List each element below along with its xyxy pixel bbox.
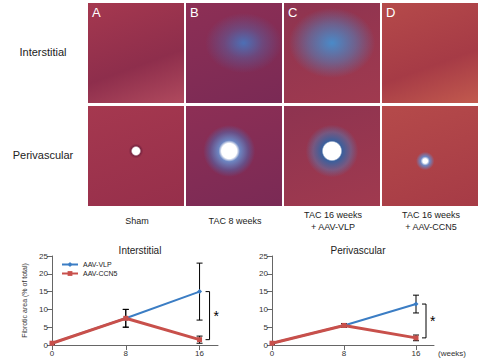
html-text:D: D (386, 5, 396, 20)
html-text:B: B (190, 5, 199, 20)
html-text:Interstitial: Interstitial (19, 46, 67, 58)
svg-text:Perivascular: Perivascular (330, 245, 386, 256)
svg-text:AAV-VLP: AAV-VLP (83, 261, 112, 268)
svg-text:(weeks): (weeks) (438, 349, 466, 358)
svg-text:15: 15 (259, 287, 268, 296)
svg-text:8: 8 (342, 349, 347, 358)
svg-text:10: 10 (39, 305, 48, 314)
svg-text:Interstitial: Interstitial (119, 245, 162, 256)
svg-text:5: 5 (44, 323, 49, 332)
svg-text:16: 16 (195, 349, 204, 358)
svg-text:20: 20 (39, 269, 48, 278)
svg-text:8: 8 (124, 349, 129, 358)
svg-text:0: 0 (44, 341, 49, 350)
html-text:C: C (288, 5, 298, 20)
svg-text:*: * (214, 308, 220, 324)
svg-text:16: 16 (412, 349, 421, 358)
svg-text:0: 0 (50, 349, 55, 358)
html-text:+ AAV-VLP: + AAV-VLP (310, 222, 356, 232)
svg-text:15: 15 (39, 287, 48, 296)
html-text:Perivascular: Perivascular (12, 149, 74, 161)
svg-text:*: * (430, 313, 436, 329)
svg-text:10: 10 (259, 305, 268, 314)
svg-text:20: 20 (259, 269, 268, 278)
svg-text:0: 0 (264, 341, 269, 350)
html-text:TAC 16 weeks: TAC 16 weeks (402, 210, 460, 220)
html-text:A: A (92, 5, 101, 20)
svg-text:25: 25 (39, 252, 48, 261)
svg-text:Fibrotic area (% of total): Fibrotic area (% of total) (21, 263, 29, 338)
html-text:TAC 16 weeks: TAC 16 weeks (304, 210, 362, 220)
svg-text:AAV-CCN5: AAV-CCN5 (83, 270, 118, 277)
svg-text:25: 25 (259, 252, 268, 261)
html-text:Sham: Sham (125, 216, 149, 226)
svg-text:0: 0 (270, 349, 275, 358)
svg-text:5: 5 (264, 323, 269, 332)
html-text:TAC 8 weeks: TAC 8 weeks (208, 216, 262, 226)
html-text:+ AAV-CCN5: + AAV-CCN5 (405, 222, 457, 232)
